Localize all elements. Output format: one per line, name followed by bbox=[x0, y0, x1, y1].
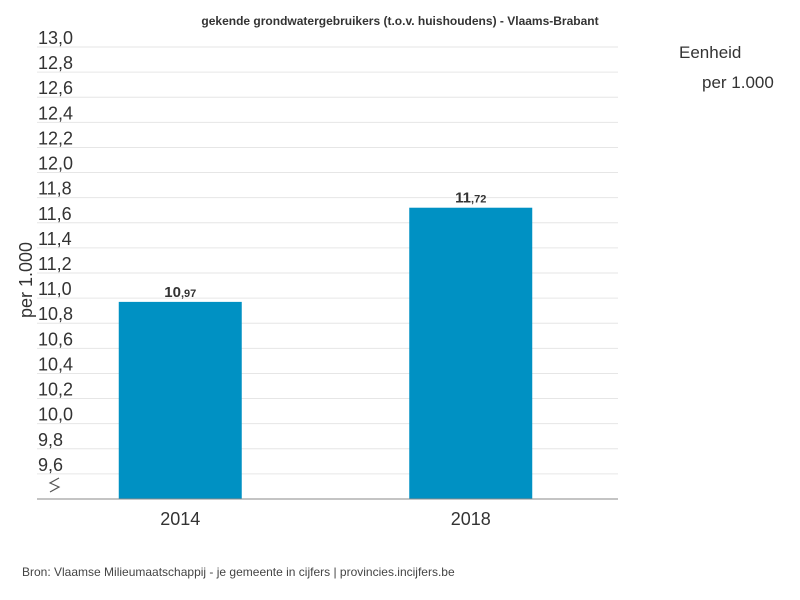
unit-label: Eenheid bbox=[679, 43, 742, 62]
y-tick-label: 12,4 bbox=[38, 103, 73, 123]
y-tick-label: 11,0 bbox=[38, 279, 72, 299]
data-label: 10,97 bbox=[164, 284, 196, 301]
y-tick-label: 10,4 bbox=[38, 354, 73, 374]
y-tick-label: 11,2 bbox=[38, 254, 72, 274]
chart-title: gekende grondwatergebruikers (t.o.v. hui… bbox=[201, 14, 598, 28]
bar-2014 bbox=[118, 301, 242, 499]
y-tick-label: 10,0 bbox=[38, 405, 73, 425]
y-axis-ticks: 9,6 9,8 10,0 10,2 10,4 10,6 10,8 11,0 11,2 11,4 11… bbox=[38, 28, 73, 475]
y-tick-label: 12,6 bbox=[38, 78, 73, 98]
source-note: Bron: Vlaamse Milieumaatschappij - je ge… bbox=[22, 565, 455, 579]
y-tick-label: 11,6 bbox=[38, 204, 72, 224]
bar-2018 bbox=[409, 207, 533, 499]
y-tick-label: 11,4 bbox=[38, 229, 72, 249]
y-tick-label: 12,8 bbox=[38, 53, 73, 73]
y-tick-label: 10,2 bbox=[38, 380, 73, 400]
y-tick-label: 9,6 bbox=[38, 455, 63, 475]
y-tick-label: 12,0 bbox=[38, 154, 73, 174]
y-tick-label: 12,2 bbox=[38, 128, 73, 148]
x-tick-label: 2014 bbox=[160, 509, 200, 529]
y-axis-label: per 1.000 bbox=[16, 242, 36, 318]
unit-value: per 1.000 bbox=[702, 73, 774, 92]
x-tick-label: 2018 bbox=[451, 509, 491, 529]
axis-break bbox=[48, 477, 61, 493]
y-tick-label: 10,8 bbox=[38, 304, 73, 324]
y-tick-label: 9,8 bbox=[38, 430, 63, 450]
axis-break-icon bbox=[48, 477, 61, 493]
y-tick-label: 10,6 bbox=[38, 329, 73, 349]
y-tick-label: 13,0 bbox=[38, 28, 73, 48]
data-label: 11,72 bbox=[455, 190, 486, 207]
x-axis-ticks: 2014 2018 bbox=[160, 509, 491, 529]
y-tick-label: 11,8 bbox=[38, 179, 72, 199]
bars: 10,97 11,72 bbox=[118, 190, 533, 499]
